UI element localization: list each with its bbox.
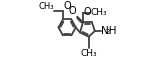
Text: 2: 2 (105, 29, 109, 35)
Text: CH₃: CH₃ (38, 2, 54, 11)
Text: O: O (69, 6, 76, 16)
Text: O: O (63, 1, 71, 11)
Text: O: O (83, 7, 91, 17)
Text: CH₃: CH₃ (91, 8, 107, 17)
Text: CH₃: CH₃ (80, 49, 97, 58)
Text: NH: NH (101, 26, 116, 36)
